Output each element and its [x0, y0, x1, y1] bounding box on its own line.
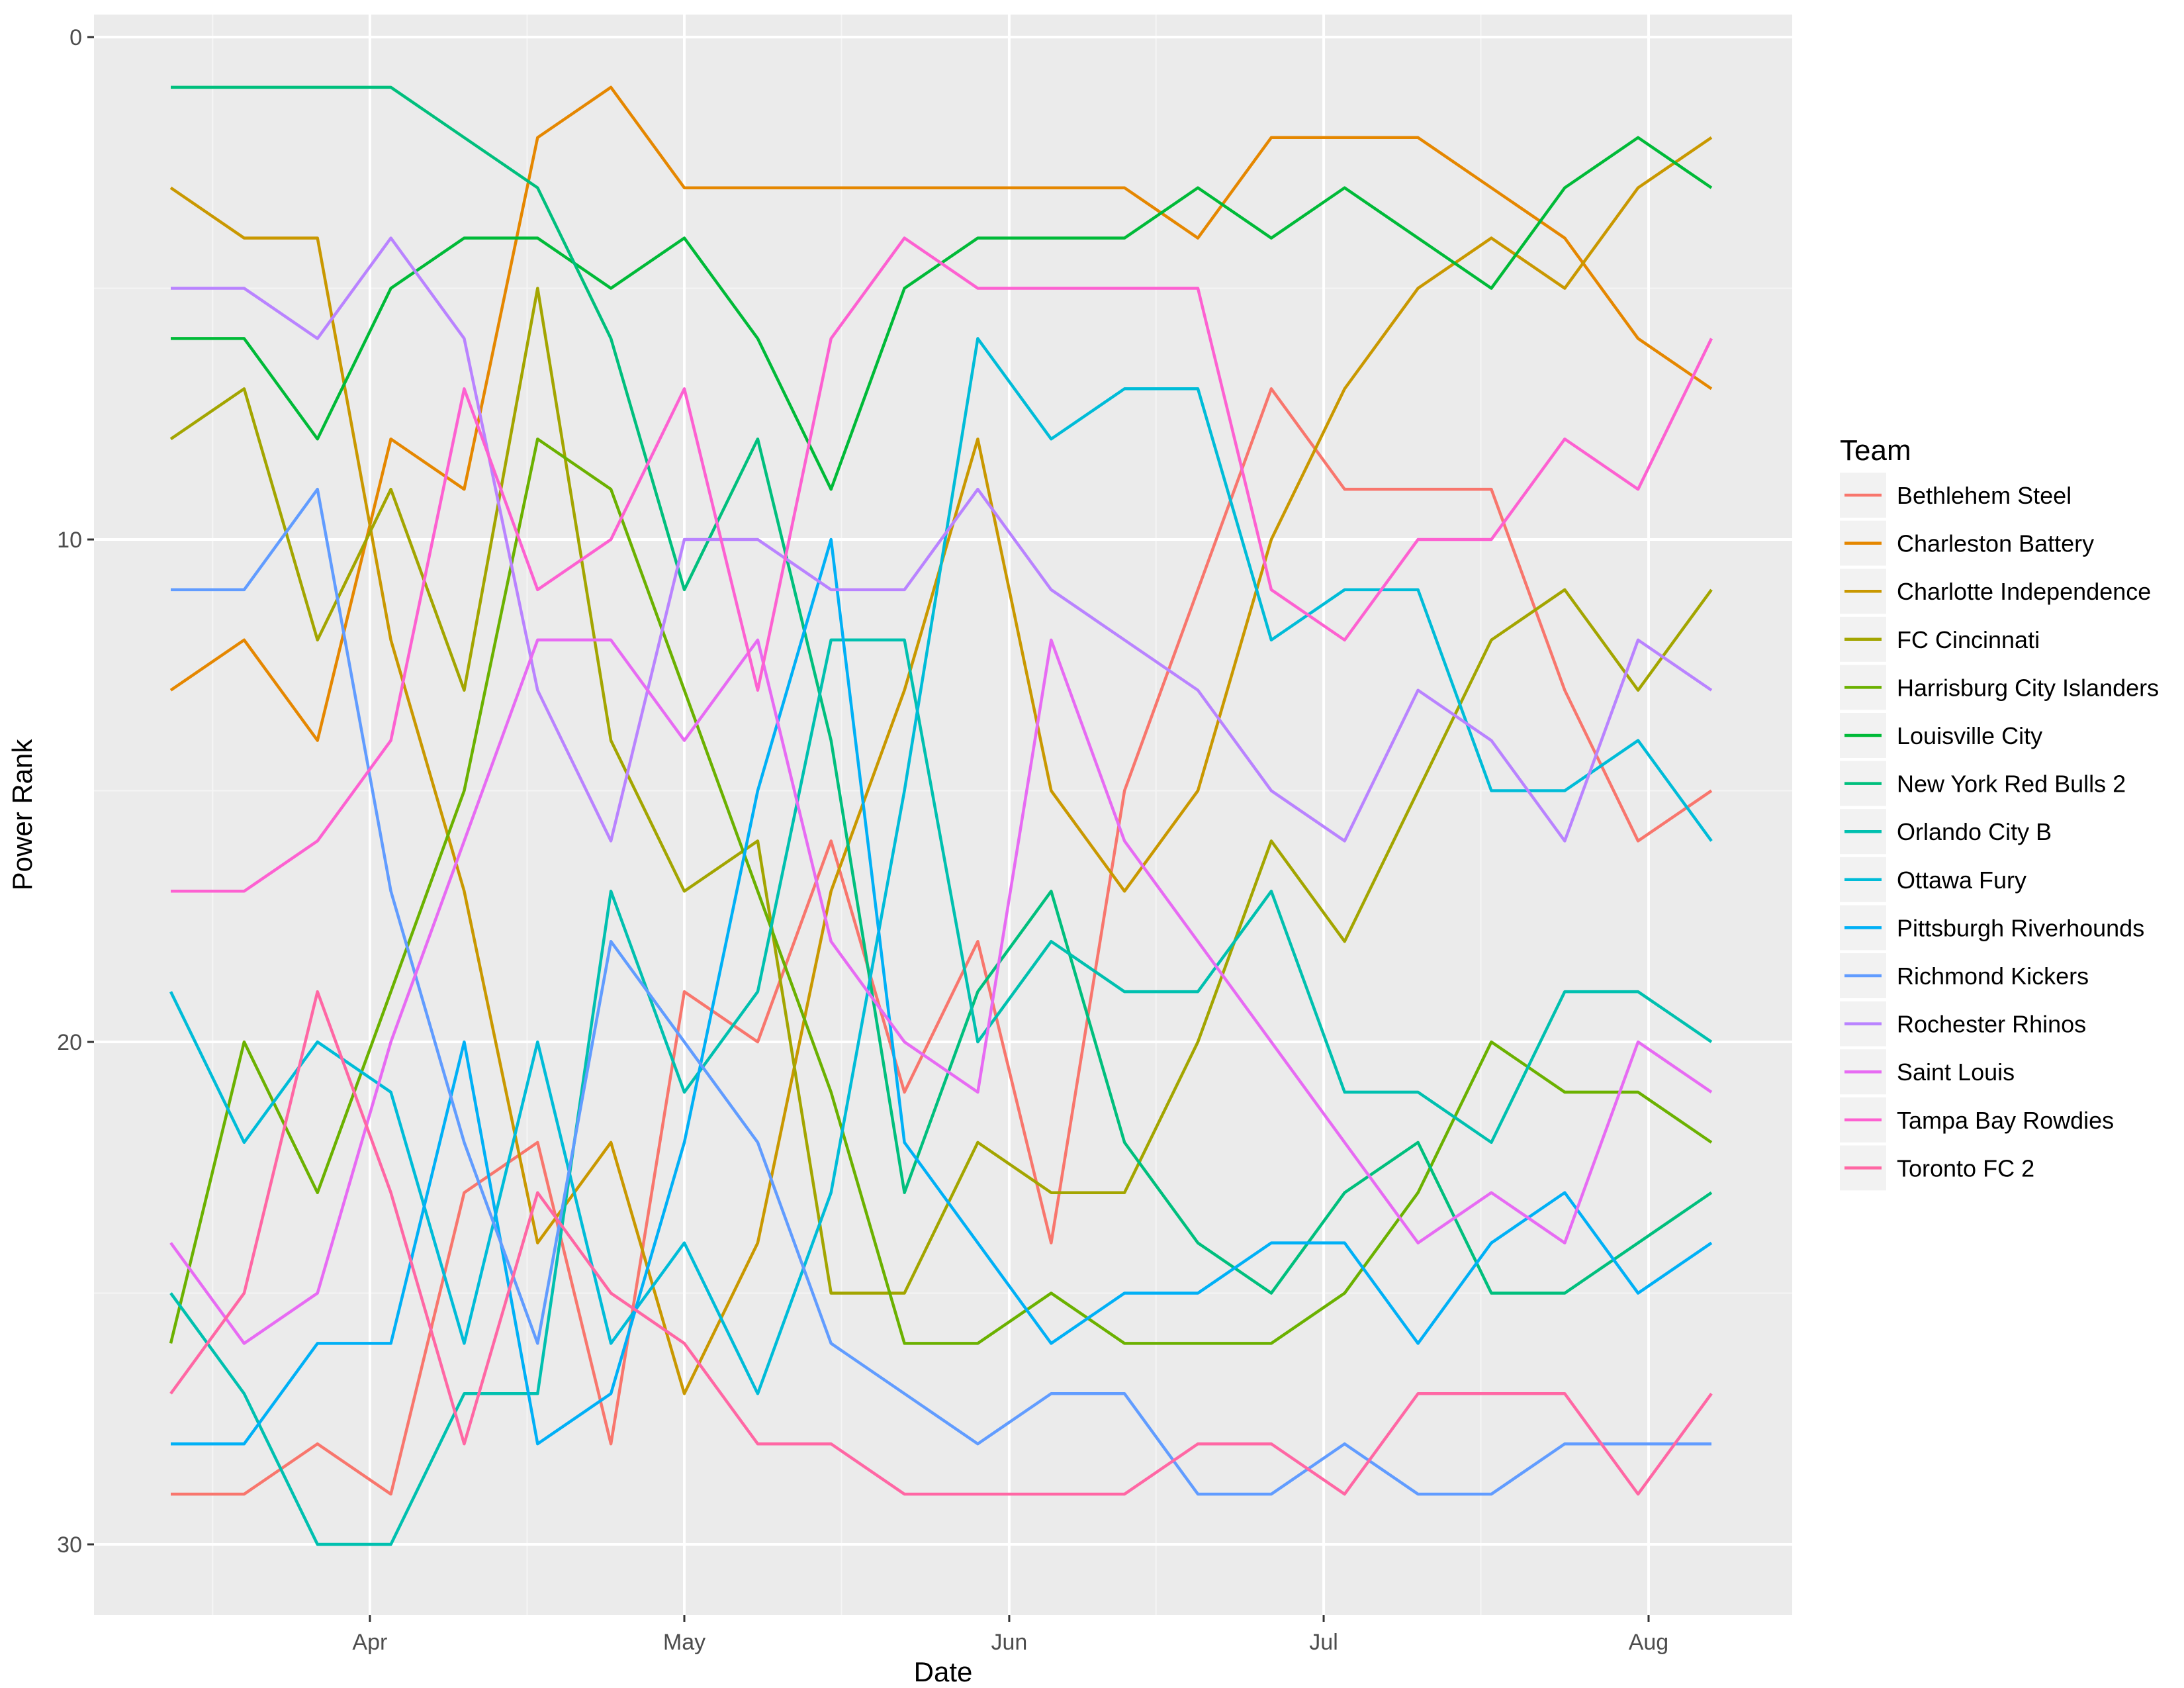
series-line-saint-louis: [169, 638, 1713, 1345]
y-tick-label: 0: [69, 25, 82, 50]
series-line-charleston-battery: [169, 85, 1713, 742]
legend-label: Charleston Battery: [1897, 530, 2094, 557]
legend: Team Bethlehem Steel Charleston Battery Ch…: [1840, 434, 2159, 1191]
series-line-bethlehem-steel: [171, 387, 1713, 1496]
y-tick-label: 30: [57, 1532, 82, 1558]
legend-label: Louisville City: [1897, 722, 2042, 749]
series-line-toronto-fc-2: [169, 990, 1713, 1496]
series-lines: [169, 85, 1713, 1546]
legend-label: Rochester Rhinos: [1897, 1011, 2086, 1038]
y-tick-label: 10: [57, 528, 82, 553]
x-tick-label: Apr: [352, 1630, 387, 1655]
legend-label: Orlando City B: [1897, 818, 2052, 845]
legend-label: Harrisburg City Islanders: [1897, 674, 2159, 701]
x-tick-label: May: [663, 1630, 705, 1655]
legend-label: New York Red Bulls 2: [1897, 771, 2126, 798]
legend-label: FC Cincinnati: [1897, 626, 2040, 653]
legend-label: Tampa Bay Rowdies: [1897, 1107, 2114, 1134]
plot-panel: [94, 15, 1792, 1615]
legend-title: Team: [1840, 434, 1911, 467]
y-axis: 0 10 20 30: [57, 25, 94, 1558]
y-tick-label: 20: [57, 1030, 82, 1055]
series-line-ottawa-fury: [169, 337, 1713, 1395]
legend-label: Bethlehem Steel: [1897, 482, 2071, 509]
series-line-orlando-city-b: [169, 638, 1713, 1546]
x-tick-label: Jun: [991, 1630, 1028, 1655]
x-tick-label: Aug: [1629, 1630, 1669, 1655]
x-axis: Apr May Jun Jul Aug: [352, 1615, 1668, 1655]
series-line-pittsburgh-riverhounds: [171, 538, 1713, 1446]
legend-label: Toronto FC 2: [1897, 1154, 2034, 1182]
series-line-richmond-kickers: [171, 487, 1711, 1496]
legend-label: Pittsburgh Riverhounds: [1897, 914, 2144, 941]
y-axis-title: Power Rank: [7, 739, 38, 891]
legend-items: Bethlehem Steel Charleston Battery Charlot…: [1840, 473, 2159, 1191]
series-line-tampa-bay-rowdies: [171, 236, 1713, 893]
legend-label: Richmond Kickers: [1897, 962, 2089, 990]
series-line-rochester-rhinos: [171, 236, 1713, 843]
x-axis-title: Date: [914, 1656, 973, 1687]
legend-label: Saint Louis: [1897, 1058, 2015, 1086]
legend-label: Charlotte Independence: [1897, 578, 2151, 605]
legend-label: Ottawa Fury: [1897, 867, 2026, 894]
x-tick-label: Jul: [1309, 1630, 1338, 1655]
